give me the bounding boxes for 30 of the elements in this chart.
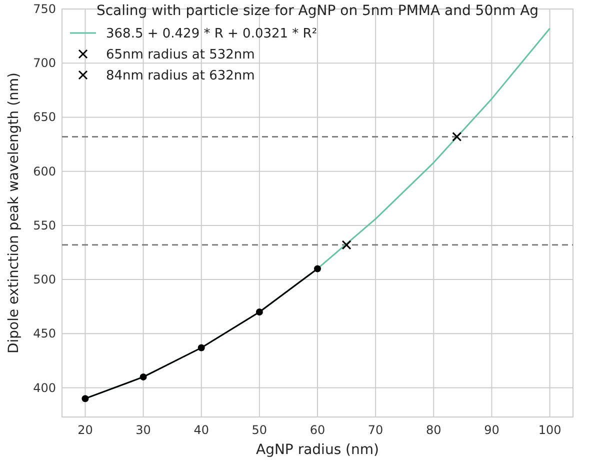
y-tick-label: 450 <box>33 326 56 341</box>
y-axis-title: Dipole extinction peak wavelength (nm) <box>6 72 22 354</box>
legend-label: 65nm radius at 532nm <box>106 48 255 62</box>
y-tick-label: 600 <box>33 164 56 178</box>
point <box>256 308 263 316</box>
y-tick-label: 500 <box>33 272 56 287</box>
y-tick-label: 750 <box>33 2 56 16</box>
x-axis-title: AgNP radius (nm) <box>256 442 379 458</box>
point <box>82 395 89 402</box>
point <box>342 240 352 250</box>
point <box>314 265 321 272</box>
x-tick-label: 30 <box>136 423 151 437</box>
x-tick-label: 50 <box>252 423 268 437</box>
y-tick-label: 400 <box>33 380 56 395</box>
y-tick-label: 650 <box>33 110 56 124</box>
x-tick-label: 70 <box>368 423 384 437</box>
x-tick-label: 20 <box>78 423 93 437</box>
point <box>140 373 147 380</box>
y-tick-label: 550 <box>33 218 56 232</box>
legend-label: 368.5 + 0.429 * R + 0.0321 * R² <box>106 26 318 42</box>
x-tick-label: 40 <box>194 423 210 437</box>
x-tick-label: 100 <box>538 423 562 437</box>
x-tick-label: 80 <box>426 423 442 437</box>
y-tick-label: 700 <box>33 56 56 70</box>
point <box>452 132 462 142</box>
x-tick-label: 60 <box>310 423 326 437</box>
point <box>198 344 205 352</box>
chart-title: Scaling with particle size for AgNP on 5nm PMMA and 50nm Ag <box>96 3 539 19</box>
legend-label: 84nm radius at 632nm <box>106 68 255 84</box>
x-tick-label: 90 <box>484 423 500 437</box>
